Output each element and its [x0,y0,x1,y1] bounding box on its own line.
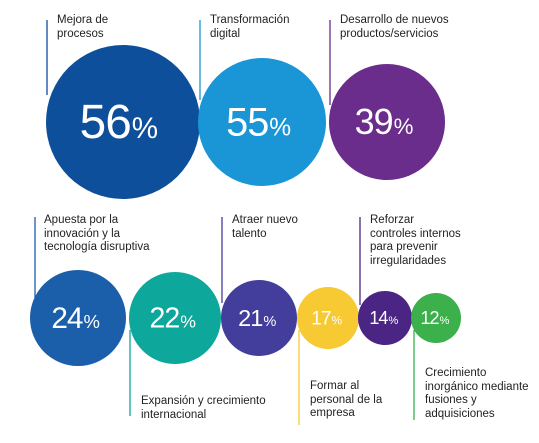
bubble-4: 24% [30,217,126,366]
bubble-9: 12% [411,293,461,420]
bubble-circle-3 [329,64,445,180]
bubble-label-8: Reforzar controles internos para preveni… [370,214,461,267]
bubble-2: 55% [198,20,326,186]
bubble-circle-2 [198,58,326,186]
bubble-label-4: Apuesta por la innovación y la tecnologí… [44,214,150,253]
bubble-value-3: 39% [355,101,414,142]
bubble-label-7: Formar al personal de la empresa [310,380,383,419]
bubble-circle-1 [46,45,200,199]
bubble-label-6: Atraer nuevo talento [232,214,298,240]
bubble-circle-6 [221,280,297,356]
bubble-circle-9 [411,293,461,343]
bubble-1: 56% [46,20,200,199]
bubble-label-9: Crecimiento inorgánico mediante fusiones… [425,367,529,420]
bubble-8: 14% [358,217,412,345]
bubble-label-5: Expansión y crecimiento internacional [141,395,266,421]
bubble-circle-5 [129,272,221,364]
bubble-circle-7 [297,287,359,349]
bubble-7: 17% [297,287,359,425]
bubble-circle-4 [30,270,126,366]
bubble-5: 22% [129,272,221,416]
bubble-label-3: Desarrollo de nuevos productos/servicios [340,14,449,40]
bubble-6: 21% [221,217,297,356]
bubble-value-4: 24% [51,302,99,335]
bubble-label-2: Transformación digital [210,14,290,40]
bubble-label-1: Mejora de procesos [57,14,109,40]
bubble-circle-8 [358,291,412,345]
bubble-3: 39% [329,20,445,180]
bubble-value-7: 17% [311,309,342,330]
